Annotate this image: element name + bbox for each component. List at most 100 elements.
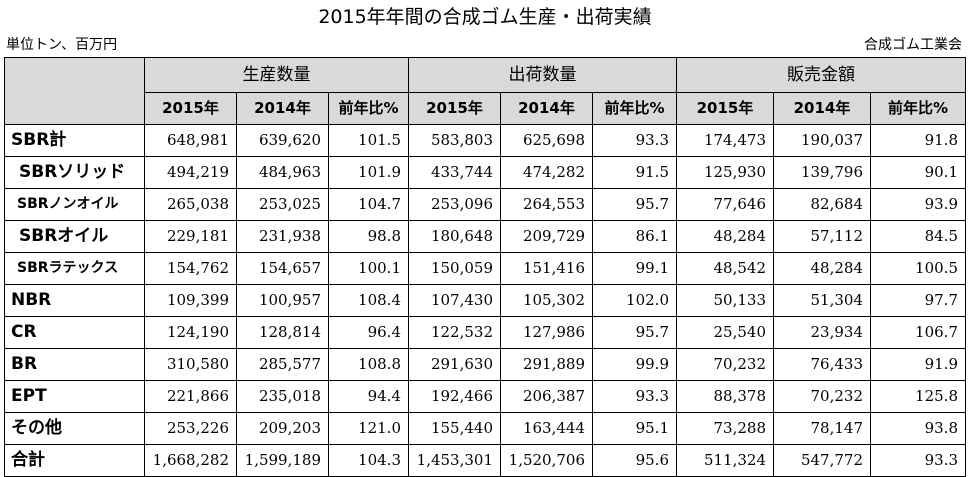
table-row: SBR計 648,981 639,620 101.5 583,803 625,698 93.…: [4, 124, 966, 157]
table-cell: 474,282: [500, 156, 593, 189]
table-cell: 99.1: [592, 252, 677, 285]
table-row: NBR 109,399 100,957 108.4 107,430 105,302 102.…: [4, 284, 966, 317]
table-cell: 93.8: [870, 412, 966, 445]
table-cell: 155,440: [408, 412, 501, 445]
table-row: BR 310,580 285,577 108.8 291,630 291,889 99.9 7…: [4, 348, 966, 381]
table-cell: 253,096: [408, 188, 501, 221]
table-cell: 229,181: [144, 220, 237, 253]
table-cell: 221,866: [144, 380, 237, 413]
table-cell: 235,018: [236, 380, 329, 413]
table-cell: 95.1: [592, 412, 677, 445]
unit-label: 単位トン、百万円: [6, 37, 118, 53]
table-cell: 648,981: [144, 124, 237, 157]
table-cell: 90.1: [870, 156, 966, 189]
subheader-2014: 2014年: [773, 92, 871, 125]
table-cell: 122,532: [408, 316, 501, 349]
table-row: その他 253,226 209,203 121.0 155,440 163,444 95.1…: [4, 412, 966, 445]
table-cell: 98.8: [328, 220, 409, 253]
table-cell: 154,657: [236, 252, 329, 285]
table-cell: 82,684: [773, 188, 871, 221]
table-cell: 25,540: [676, 316, 774, 349]
table-cell: 109,399: [144, 284, 237, 317]
table-cell: 180,648: [408, 220, 501, 253]
table-cell: 107,430: [408, 284, 501, 317]
table-cell: 192,466: [408, 380, 501, 413]
header-row-groups: 生産数量 出荷数量 販売金額: [4, 57, 966, 125]
subheader-yoy: 前年比%: [328, 92, 409, 125]
table-cell: 231,938: [236, 220, 329, 253]
table-cell: 91.5: [592, 156, 677, 189]
table-cell: 291,630: [408, 348, 501, 381]
row-label: BR: [4, 348, 145, 381]
row-label: SBR計: [4, 124, 145, 157]
table-cell: 253,025: [236, 188, 329, 221]
table-cell: 95.7: [592, 316, 677, 349]
table-cell: 93.3: [592, 380, 677, 413]
group-header-production: 生産数量: [144, 57, 409, 93]
table-cell: 128,814: [236, 316, 329, 349]
table-cell: 84.5: [870, 220, 966, 253]
table-cell: 124,190: [144, 316, 237, 349]
table-row: CR 124,190 128,814 96.4 122,532 127,986 95.7 25…: [4, 316, 966, 349]
table-row: EPT 221,866 235,018 94.4 192,466 206,387 93.3 8…: [4, 380, 966, 413]
table-cell: 625,698: [500, 124, 593, 157]
table-cell: 100.1: [328, 252, 409, 285]
table-cell: 50,133: [676, 284, 774, 317]
table-cell: 206,387: [500, 380, 593, 413]
table-cell: 108.8: [328, 348, 409, 381]
table-cell: 639,620: [236, 124, 329, 157]
table-cell: 264,553: [500, 188, 593, 221]
table-cell: 48,542: [676, 252, 774, 285]
row-label: NBR: [4, 284, 145, 317]
table-row: 合計 1,668,282 1,599,189 104.3 1,453,301 1,520,…: [4, 444, 966, 477]
header-row-sub: 2015年 2014年 前年比% 2015年 2014年 前年比% 2015年 …: [5, 92, 966, 125]
table-cell: 494,219: [144, 156, 237, 189]
table-cell: 106.7: [870, 316, 966, 349]
table-cell: 310,580: [144, 348, 237, 381]
corner-cell: [4, 57, 145, 125]
subheader-2015: 2015年: [676, 92, 774, 125]
row-label: SBRオイル: [4, 220, 145, 253]
table-row: SBRラテックス 154,762 154,657 100.1 150,059 151,41…: [4, 252, 966, 285]
table-cell: 100.5: [870, 252, 966, 285]
table-cell: 121.0: [328, 412, 409, 445]
table-cell: 91.8: [870, 124, 966, 157]
table-cell: 78,147: [773, 412, 871, 445]
page-title: 2015年年間の合成ゴム生産・出荷実績: [318, 6, 652, 28]
table-cell: 70,232: [773, 380, 871, 413]
table-cell: 127,986: [500, 316, 593, 349]
row-label: SBRノンオイル: [4, 188, 145, 221]
source-label: 合成ゴム工業会: [864, 37, 962, 53]
table-cell: 51,304: [773, 284, 871, 317]
table-cell: 101.5: [328, 124, 409, 157]
table-cell: 285,577: [236, 348, 329, 381]
subheader-2014: 2014年: [500, 92, 593, 125]
table-cell: 99.9: [592, 348, 677, 381]
subheader-yoy: 前年比%: [870, 92, 966, 125]
table-cell: 265,038: [144, 188, 237, 221]
table-cell: 108.4: [328, 284, 409, 317]
row-label: EPT: [4, 380, 145, 413]
data-table: 生産数量 出荷数量 販売金額 2015年 2014年 前年比% 2015年 20…: [4, 57, 966, 477]
table-cell: 433,744: [408, 156, 501, 189]
table-cell: 93.3: [592, 124, 677, 157]
table-cell: 23,934: [773, 316, 871, 349]
table-cell: 190,037: [773, 124, 871, 157]
table-cell: 97.7: [870, 284, 966, 317]
group-header-shipment: 出荷数量: [408, 57, 677, 93]
table-cell: 93.9: [870, 188, 966, 221]
table-cell: 96.4: [328, 316, 409, 349]
table-cell: 88,378: [676, 380, 774, 413]
table-cell: 48,284: [676, 220, 774, 253]
table-row: SBRノンオイル 265,038 253,025 104.7 253,096 264,55…: [4, 188, 966, 221]
row-label: CR: [4, 316, 145, 349]
table-cell: 104.7: [328, 188, 409, 221]
table-cell: 174,473: [676, 124, 774, 157]
table-cell: 291,889: [500, 348, 593, 381]
table-cell: 100,957: [236, 284, 329, 317]
table-cell: 70,232: [676, 348, 774, 381]
subheader-2014: 2014年: [236, 92, 329, 125]
table-cell: 583,803: [408, 124, 501, 157]
row-label: SBRラテックス: [4, 252, 145, 285]
table-cell: 151,416: [500, 252, 593, 285]
